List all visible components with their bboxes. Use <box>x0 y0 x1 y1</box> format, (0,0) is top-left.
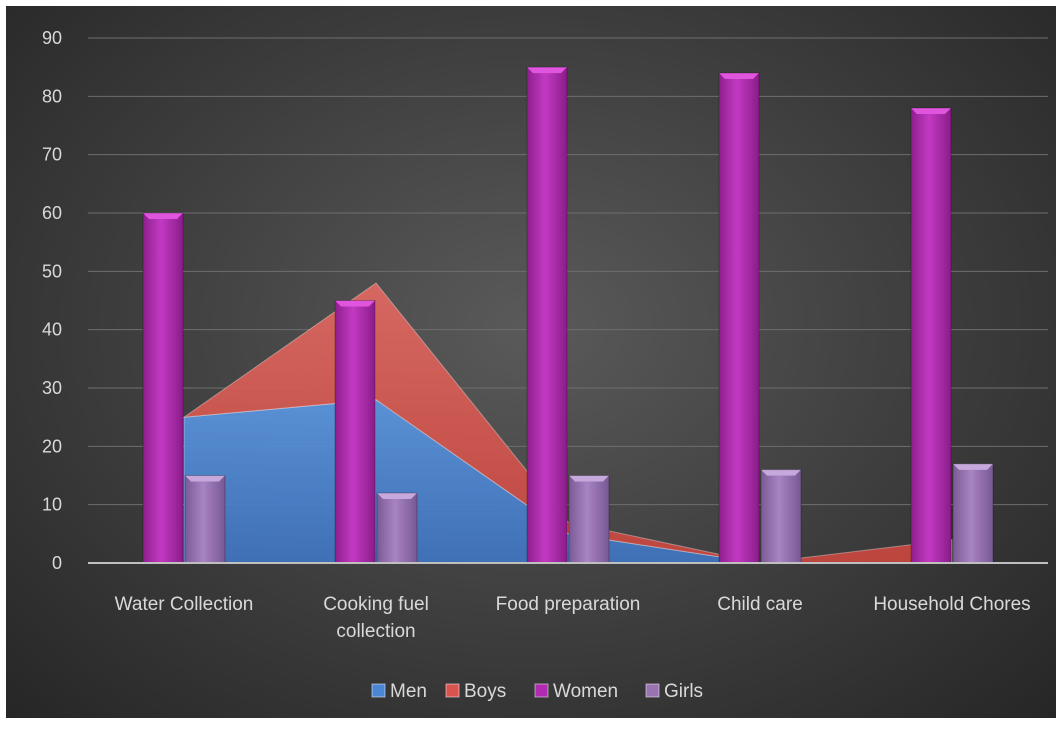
bar-series <box>142 66 994 564</box>
legend-label: Women <box>553 681 618 702</box>
bar-women-water-collection <box>142 212 184 564</box>
chart: 0 10 20 30 40 50 60 70 80 90 Water Collection Cooki… <box>42 28 1048 702</box>
area-men <box>183 399 952 564</box>
area-series <box>182 282 953 564</box>
bar-girls-cooking-fuel-collection <box>376 492 418 564</box>
chart-frame: 0 10 20 30 40 50 60 70 80 90 Water Collection Cooki… <box>6 6 1056 718</box>
legend-swatch <box>445 683 460 698</box>
x-category-label: Cooking fuel <box>323 594 429 615</box>
legend-swatch <box>371 683 386 698</box>
y-tick-label: 50 <box>42 261 62 281</box>
y-tick-label: 10 <box>42 495 62 515</box>
bar-girls-child-care <box>760 469 802 564</box>
legend-swatch <box>534 683 549 698</box>
bar-girls-food-preparation <box>568 475 610 564</box>
legend-item-women: Women <box>534 681 618 702</box>
y-tick-label: 0 <box>52 553 62 573</box>
bar-women-household-chores <box>910 107 952 564</box>
axes: 0 10 20 30 40 50 60 70 80 90 Water Collection Cooki… <box>42 28 1048 642</box>
x-category-label: Household Chores <box>873 594 1030 615</box>
legend-item-girls: Girls <box>645 681 703 702</box>
y-tick-label: 30 <box>42 378 62 398</box>
y-tick-label: 20 <box>42 436 62 456</box>
legend-label: Boys <box>464 681 506 702</box>
y-tick-label: 40 <box>42 320 62 340</box>
legend-label: Girls <box>664 681 703 702</box>
bar-girls-household-chores <box>952 463 994 564</box>
x-category-label: Water Collection <box>115 594 254 615</box>
x-category-label: Food preparation <box>496 594 641 615</box>
y-tick-label: 90 <box>42 28 62 48</box>
y-tick-label: 60 <box>42 203 62 223</box>
legend-item-boys: Boys <box>445 681 506 702</box>
bar-women-food-preparation <box>526 66 568 564</box>
y-tick-label: 80 <box>42 86 62 106</box>
x-category-label: collection <box>336 621 415 642</box>
bar-girls-water-collection <box>184 475 226 564</box>
legend-swatch <box>645 683 660 698</box>
area-boys <box>182 282 953 564</box>
bar-women-cooking-fuel-collection <box>334 300 376 564</box>
legend: Men Boys Women Girls <box>371 681 703 702</box>
legend-item-men: Men <box>371 681 427 702</box>
legend-label: Men <box>390 681 427 702</box>
bar-women-child-care <box>718 72 760 564</box>
y-tick-label: 70 <box>42 145 62 165</box>
x-category-label: Child care <box>717 594 803 615</box>
